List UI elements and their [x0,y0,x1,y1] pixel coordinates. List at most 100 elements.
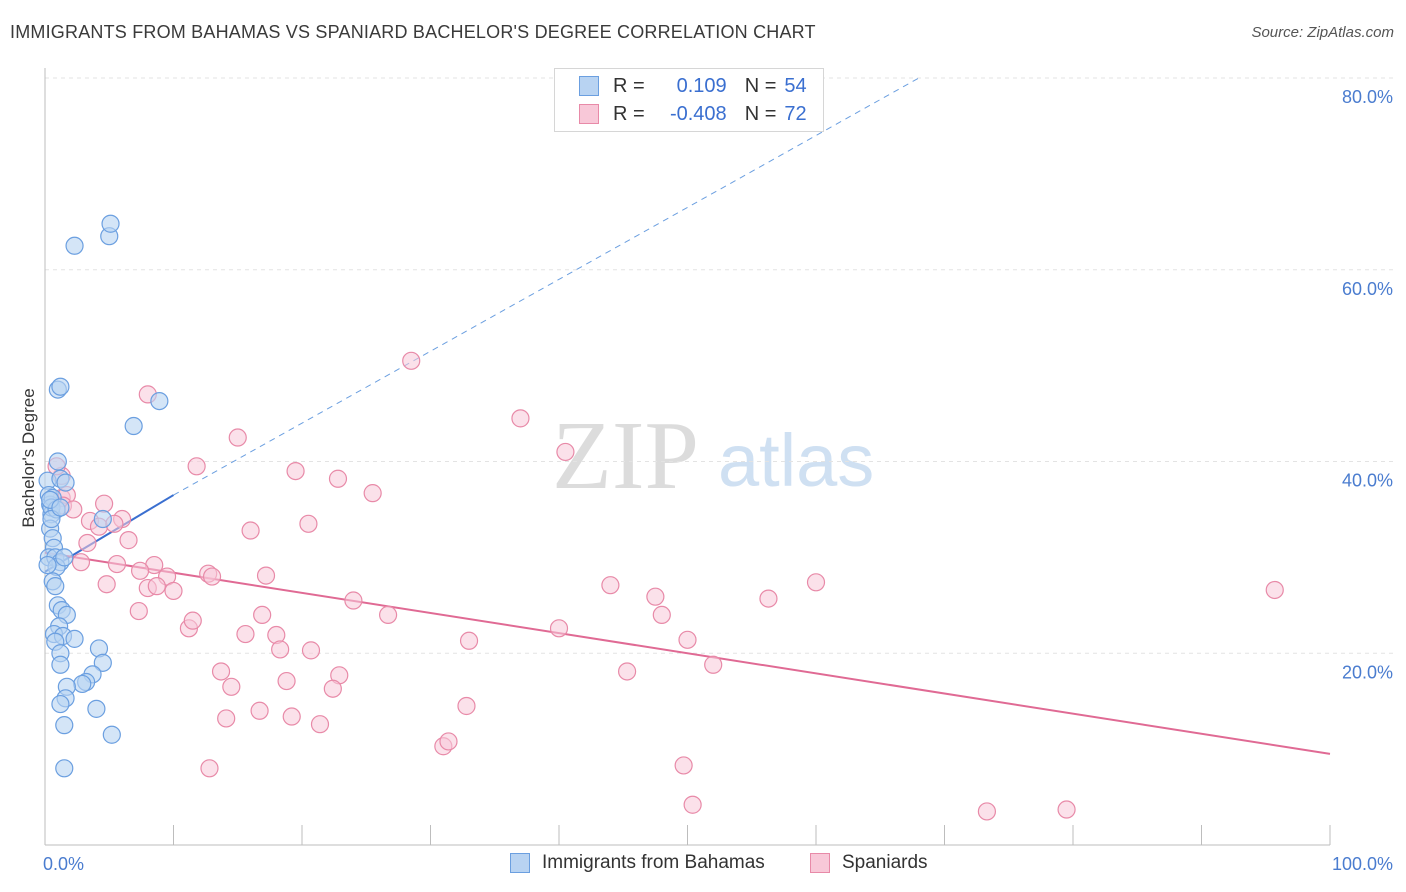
point-spaniards [277,671,296,691]
point-spaniards [286,461,305,481]
point-spaniards [228,428,247,447]
legend-n-value: 54 [784,74,807,97]
point-spaniards [678,630,697,649]
point-spaniards [78,533,97,553]
series-swatch-blue [510,853,530,873]
legend-r-value: 0.109 [676,74,727,97]
point-bahamas [48,452,67,471]
point-bahamas [55,548,74,567]
legend-n-label: N = [744,74,777,97]
point-spaniards [344,591,363,610]
point-spaniards [1057,800,1076,819]
y-tick-label: 20.0% [1342,662,1393,682]
point-spaniards [95,494,114,513]
point-spaniards [439,732,458,751]
source-label: Source: ZipAtlas.com [1251,24,1394,41]
point-spaniards [704,655,723,674]
series-legend: Immigrants from Bahamas Spaniards [0,852,1406,878]
point-spaniards [119,531,138,550]
point-spaniards [107,554,127,574]
point-spaniards [556,442,575,462]
point-bahamas [46,577,65,596]
point-bahamas [93,509,112,529]
point-spaniards [301,641,321,660]
point-spaniards [363,484,382,503]
point-spaniards [646,587,665,606]
legend-r-label: R = [613,74,645,97]
point-spaniards [217,709,236,728]
point-spaniards [652,605,671,625]
point-bahamas [51,377,70,396]
point-spaniards [511,409,530,428]
point-spaniards [183,611,202,630]
point-spaniards [683,795,702,814]
point-spaniards [211,662,231,681]
point-spaniards [200,759,219,778]
point-bahamas [102,725,121,744]
point-bahamas [73,674,92,694]
point-spaniards [253,605,272,625]
point-spaniards [97,575,116,594]
trend-lines [44,77,1331,755]
point-bahamas [124,416,143,436]
legend-swatch-blue [579,76,599,96]
point-spaniards [618,662,637,681]
point-spaniards [256,566,276,585]
legend-r-value: -0.408 [669,102,727,125]
point-bahamas [51,498,70,517]
point-spaniards [549,619,569,638]
point-spaniards [759,589,778,608]
y-tick-label: 60.0% [1342,279,1393,299]
y-tick-label: 80.0% [1342,87,1393,107]
legend-n-label: N = [744,102,777,125]
legend-r-label: R = [613,102,645,125]
point-spaniards [674,756,693,775]
point-spaniards [130,561,150,580]
gridlines [45,77,1395,654]
series-legend-spaniards: Spaniards [810,852,928,874]
point-bahamas [51,694,70,714]
point-spaniards [977,802,997,821]
y-axis-title: Bachelor's Degree [19,388,38,527]
point-spaniards [1265,580,1284,600]
axes [44,68,1331,846]
series-legend-label: Immigrants from Bahamas [542,852,765,873]
x-tick-label: 100.0% [1332,854,1393,874]
series-swatch-pink [810,853,830,873]
point-spaniards [459,631,479,650]
point-spaniards [402,351,421,370]
chart-title: IMMIGRANTS FROM BAHAMAS VS SPANIARD BACH… [10,22,816,42]
point-bahamas [65,236,84,255]
point-spaniards [71,553,91,572]
point-spaniards [250,701,269,720]
legend-n-value: 72 [784,102,807,125]
point-spaniards [806,573,826,592]
data-points [38,214,1284,821]
trend-line-bahamas-extension [173,77,920,496]
point-bahamas [87,699,106,718]
point-spaniards [310,715,330,734]
watermark-zip: ZIP [552,402,699,510]
point-spaniards [147,577,166,596]
point-bahamas [55,716,74,735]
point-bahamas [150,391,169,411]
point-bahamas [55,759,74,778]
point-spaniards [299,514,318,533]
point-bahamas [93,653,112,672]
point-spaniards [129,601,148,621]
legend-row-spaniards: R = -0.408 N = 72 [579,101,807,127]
point-bahamas [65,629,84,648]
point-spaniards [282,707,301,726]
y-tick-label: 40.0% [1342,471,1393,491]
point-spaniards [457,696,476,716]
tick-labels: 20.0% 40.0% 60.0% 80.0% 0.0% 100.0% Bachelor's… [19,87,1393,874]
legend-swatch-pink [579,104,599,124]
watermark-atlas: atlas [718,419,875,502]
point-spaniards [236,624,255,644]
series-legend-label: Spaniards [842,852,928,873]
stats-legend: R = 0.109 N = 54 R = -0.408 N = 72 [554,68,824,132]
point-spaniards [187,457,206,476]
point-bahamas [101,214,120,233]
point-spaniards [323,679,342,698]
